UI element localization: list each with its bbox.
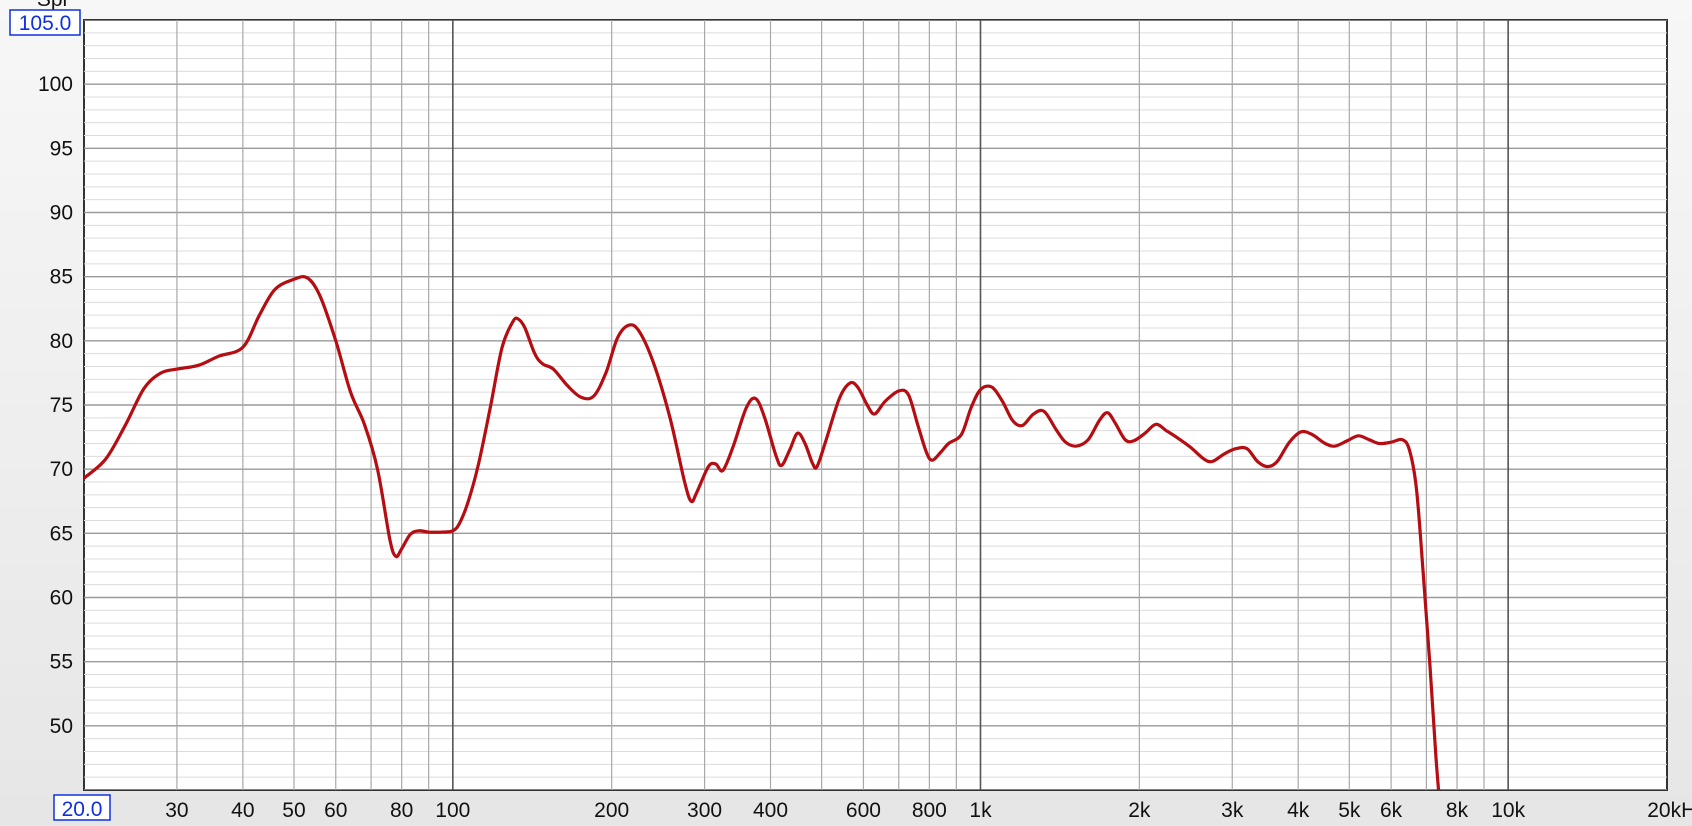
x-tick-label: 2k [1128, 799, 1151, 822]
y-tick-label: 95 [50, 137, 73, 160]
y-tick-label: 100 [38, 73, 73, 96]
series-layer [84, 275, 1441, 816]
grid [84, 20, 1667, 790]
y-top-value: 105.0 [19, 12, 72, 35]
x-tick-label: 80 [390, 799, 413, 822]
spl-response-line[interactable] [84, 275, 1441, 816]
y-tick-label: 85 [50, 266, 73, 289]
x-tick-label: 30 [165, 799, 188, 822]
x-tick-label: 1k [969, 799, 992, 822]
y-tick-label: 60 [50, 587, 73, 610]
x-tick-label: 300 [687, 799, 722, 822]
x-tick-label: 5k [1338, 799, 1361, 822]
x-start-box[interactable]: 20.0 [53, 794, 111, 821]
y-tick-label: 90 [50, 202, 73, 225]
y-tick-label: 70 [50, 458, 73, 481]
y-tick-label: 80 [50, 330, 73, 353]
x-tick-label: 20kHz [1647, 799, 1692, 822]
x-tick-label: 100 [435, 799, 470, 822]
x-tick-label: 60 [324, 799, 347, 822]
y-top-box[interactable]: 105.0 [9, 9, 81, 36]
y-axis: 100 95 90 85 80 75 70 65 60 55 50 [38, 73, 73, 738]
x-tick-label: 8k [1446, 799, 1469, 822]
y-tick-label: 50 [50, 715, 73, 738]
x-tick-label: 800 [912, 799, 947, 822]
x-tick-label: 6k [1380, 799, 1403, 822]
x-axis: 30 40 50 60 80 100 200 300 400 600 800 1k 2k 3k 4k 5k 6k… [165, 799, 1692, 822]
y-tick-label: 75 [50, 394, 73, 417]
x-tick-label: 400 [753, 799, 788, 822]
y-tick-label: 55 [50, 651, 73, 674]
x-tick-label: 50 [282, 799, 305, 822]
x-tick-label: 40 [231, 799, 254, 822]
x-tick-label: 4k [1287, 799, 1310, 822]
y-tick-label: 65 [50, 522, 73, 545]
x-tick-label: 10k [1491, 799, 1525, 822]
x-tick-label: 200 [594, 799, 629, 822]
x-tick-label: 3k [1221, 799, 1244, 822]
x-tick-label: 600 [846, 799, 881, 822]
x-start-value: 20.0 [62, 798, 103, 821]
y-axis-label: Spl [37, 0, 67, 11]
